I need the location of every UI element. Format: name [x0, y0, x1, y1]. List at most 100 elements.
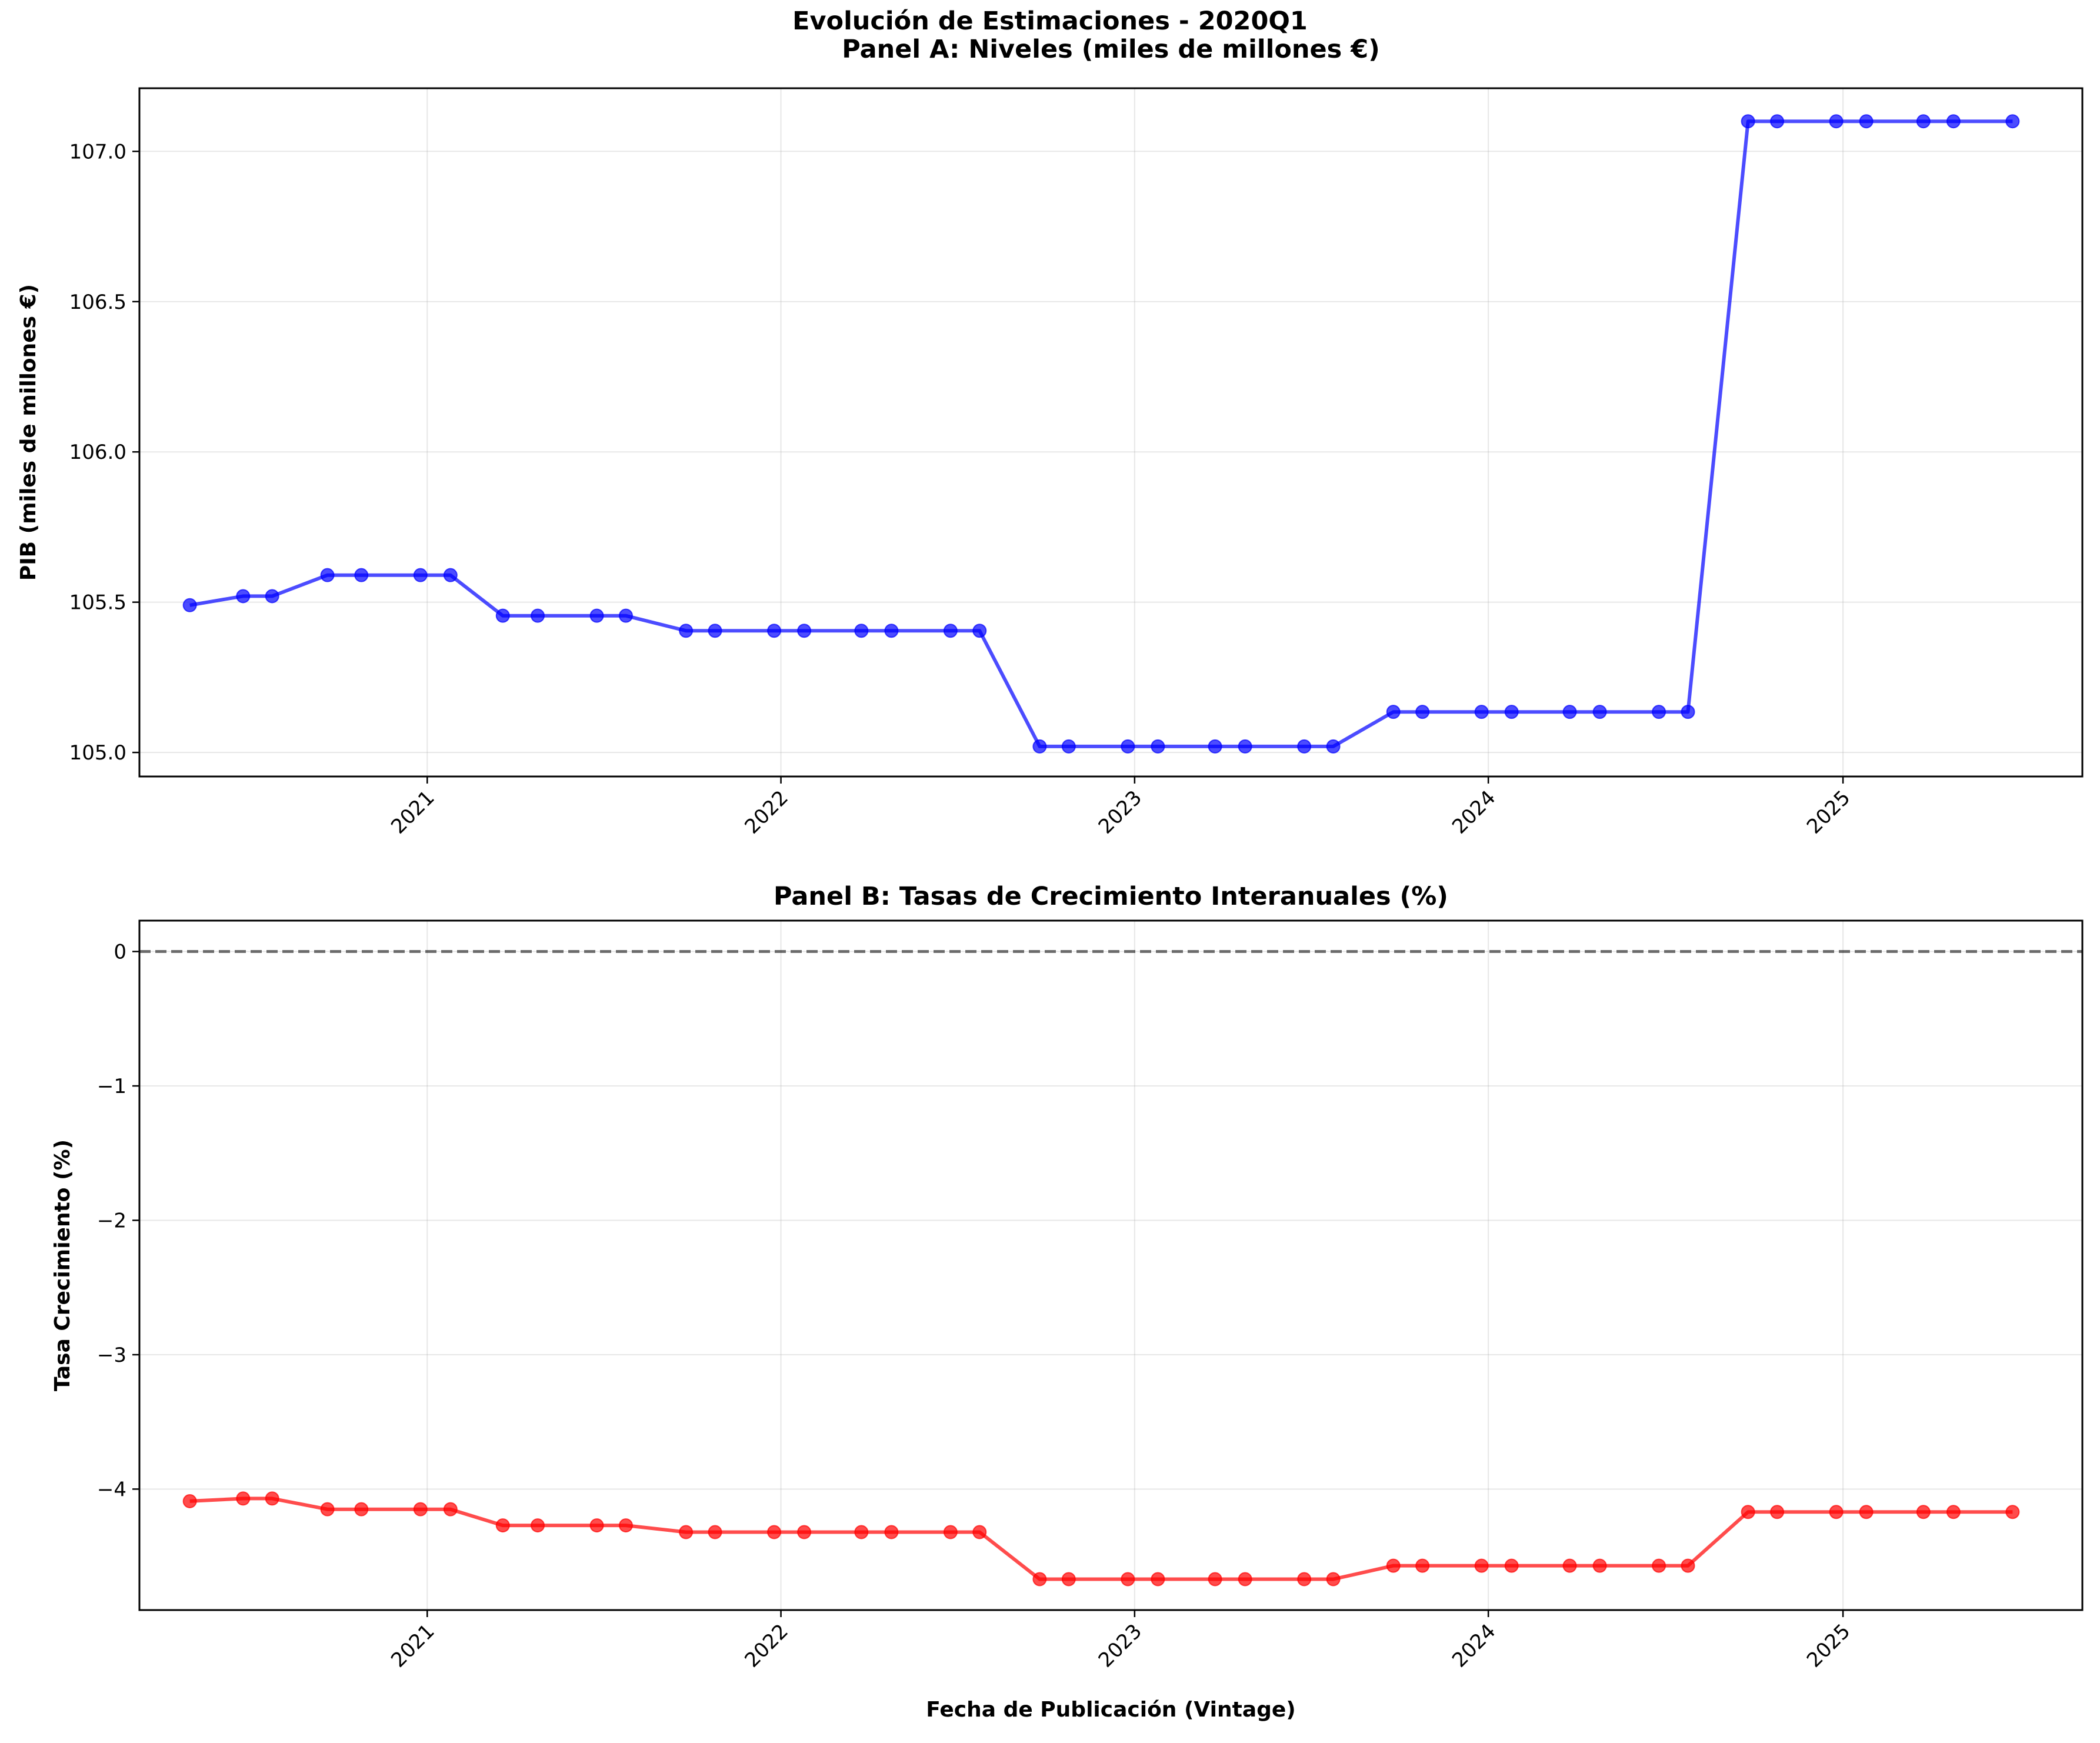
- x-tick-label: 2022: [740, 1619, 792, 1672]
- data-point: [354, 1502, 369, 1517]
- data-point: [884, 1525, 899, 1539]
- data-point: [1386, 705, 1401, 719]
- data-point: [1208, 739, 1222, 754]
- data-point: [1652, 705, 1666, 719]
- data-point: [767, 624, 782, 638]
- data-point: [1741, 1505, 1755, 1519]
- y-tick-label: 106.5: [69, 291, 126, 314]
- y-tick-label: −4: [97, 1478, 126, 1501]
- data-point: [589, 1518, 604, 1533]
- data-point: [1121, 739, 1135, 754]
- data-point: [1238, 1572, 1252, 1587]
- y-tick-label: 106.0: [69, 441, 126, 464]
- data-point: [943, 1525, 958, 1539]
- data-point: [1415, 705, 1430, 719]
- data-point: [708, 1525, 722, 1539]
- data-point: [589, 608, 604, 623]
- data-point: [1592, 1558, 1607, 1573]
- data-point: [618, 1518, 633, 1533]
- data-point: [182, 598, 197, 612]
- data-point: [443, 1502, 458, 1517]
- y-axis-label: Tasa Crecimiento (%): [51, 1139, 75, 1391]
- data-point: [854, 624, 869, 638]
- x-tick-label: 2025: [1802, 786, 1855, 838]
- data-point: [1386, 1558, 1401, 1573]
- series-line: [189, 1497, 2013, 1581]
- y-axis-label: PIB (miles de millones €): [16, 284, 41, 581]
- data-point: [1946, 1505, 1961, 1519]
- data-point: [1326, 1572, 1341, 1587]
- data-point: [1652, 1558, 1666, 1573]
- data-point: [1238, 739, 1252, 754]
- data-point: [1562, 1558, 1577, 1573]
- panel-b: 2021 2022 2023 2024 2025 −4 −3 −2 −1 0 Panel B: Ta…: [51, 882, 2084, 1722]
- data-point: [679, 1525, 694, 1539]
- data-point: [1151, 739, 1165, 754]
- data-point: [413, 568, 428, 582]
- y-tick-label: −1: [97, 1075, 126, 1098]
- x-tick-label: 2022: [740, 786, 792, 838]
- data-point: [1297, 739, 1312, 754]
- plot-area-frame: [138, 87, 2084, 778]
- data-point: [236, 1491, 251, 1506]
- data-point: [1681, 1558, 1695, 1573]
- data-point: [1859, 1505, 1874, 1519]
- y-tick-label: 105.0: [69, 741, 126, 765]
- data-point: [1297, 1572, 1312, 1587]
- data-point: [1032, 1572, 1047, 1587]
- y-tick-label: −2: [97, 1209, 126, 1232]
- data-point: [679, 624, 694, 638]
- data-point: [2005, 114, 2020, 129]
- data-point: [1061, 739, 1076, 754]
- y-tick-label: 0: [114, 941, 126, 964]
- x-tick-label: 2021: [386, 1619, 439, 1672]
- data-point: [1562, 705, 1577, 719]
- x-tick-label: 2021: [386, 786, 439, 838]
- data-point: [443, 568, 458, 582]
- data-point: [708, 624, 722, 638]
- figure-title: Evolución de Estimaciones - 2020Q1: [792, 6, 1308, 36]
- data-point: [884, 624, 899, 638]
- x-axis-label: Fecha de Publicación (Vintage): [926, 1698, 1296, 1722]
- data-point: [413, 1502, 428, 1517]
- data-point: [767, 1525, 782, 1539]
- panel-a: 2021 2022 2023 2024 2025 105.0 105.5 106.0 106.5…: [16, 35, 2084, 839]
- data-point: [1504, 1558, 1519, 1573]
- data-point: [1770, 114, 1785, 129]
- data-point: [1474, 1558, 1489, 1573]
- data-point: [1916, 1505, 1931, 1519]
- panel-title: Panel B: Tasas de Crecimiento Interanual…: [774, 882, 1448, 911]
- data-point: [972, 624, 987, 638]
- data-point: [797, 1525, 812, 1539]
- series-line: [189, 119, 2013, 748]
- y-tick-label: −3: [97, 1344, 126, 1367]
- data-point: [1504, 705, 1519, 719]
- data-point: [531, 608, 545, 623]
- y-tick-label: 107.0: [69, 140, 126, 164]
- data-point: [1829, 1505, 1844, 1519]
- data-point: [1770, 1505, 1785, 1519]
- data-point: [320, 1502, 335, 1517]
- data-point: [1946, 114, 1961, 129]
- data-point: [354, 568, 369, 582]
- data-point: [1208, 1572, 1222, 1587]
- data-point: [1592, 705, 1607, 719]
- data-point: [1859, 114, 1874, 129]
- plot-area-frame: [138, 919, 2084, 1611]
- data-point: [1916, 114, 1931, 129]
- data-point: [797, 624, 812, 638]
- x-tick-label: 2025: [1802, 1619, 1855, 1672]
- data-point: [1032, 739, 1047, 754]
- panel-title: Panel A: Niveles (miles de millones €): [842, 35, 1380, 64]
- data-point: [182, 1494, 197, 1508]
- data-point: [943, 624, 958, 638]
- x-tick-label: 2024: [1448, 1619, 1500, 1672]
- y-tick-label: 105.5: [69, 591, 126, 615]
- data-point: [1829, 114, 1844, 129]
- data-point: [972, 1525, 987, 1539]
- data-point: [1474, 705, 1489, 719]
- data-point: [265, 589, 279, 604]
- data-point: [618, 608, 633, 623]
